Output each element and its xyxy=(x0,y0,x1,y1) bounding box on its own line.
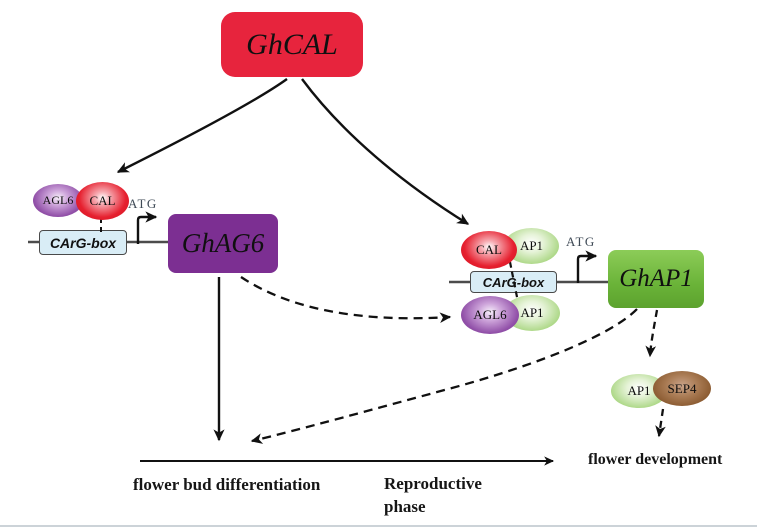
page-bottom-border xyxy=(0,525,757,527)
cal-protein-right: CAL xyxy=(461,231,517,269)
sep4-protein: SEP4 xyxy=(653,371,711,406)
arrow-ghcal-to-right-complex xyxy=(301,78,470,226)
agl6-protein-left: AGL6 xyxy=(33,184,83,217)
dashed-arrow-ghap1-to-ap1sep4 xyxy=(645,309,659,358)
arrow-ghcal-to-left-complex xyxy=(116,78,288,174)
dashed-arrow-ghap1-to-timeline xyxy=(250,308,638,444)
ghag6-gene-box: GhAG6 xyxy=(168,214,278,273)
flower-development-label: flower development xyxy=(588,451,723,468)
ghcal-gene-box: GhCAL xyxy=(221,12,363,77)
cal-protein-left: CAL xyxy=(76,182,129,220)
agl6-protein-right: AGL6 xyxy=(461,296,519,334)
transcription-start-arrow-left xyxy=(136,211,158,244)
transcription-start-arrow-right xyxy=(576,250,598,283)
reproductive-phase-label: Reproductive phase xyxy=(384,474,482,516)
carg-box-left: CArG-box xyxy=(39,230,127,255)
atg-label-left: ATG xyxy=(128,196,158,211)
dashed-arrow-ghag6-to-agl6ap1 xyxy=(240,276,452,323)
flower-bud-differentiation-label: flower bud differentiation xyxy=(133,475,321,494)
dashed-arrow-ap1sep4-to-flower-dev xyxy=(655,408,666,438)
atg-label-right: ATG xyxy=(566,234,596,249)
ghap1-gene-box: GhAP1 xyxy=(608,250,704,308)
dashed-link-complexes-through-carg-right xyxy=(506,251,520,303)
